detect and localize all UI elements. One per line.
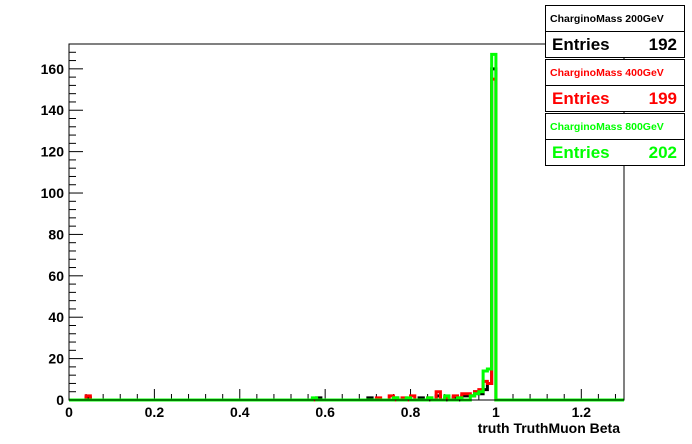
y-tick-label: 160: [41, 61, 65, 77]
x-tick-label: 0.8: [401, 404, 421, 420]
series-layer: [69, 52, 624, 402]
stats-box-800gev: CharginoMass 800GeV Entries 202: [545, 113, 685, 166]
entries-label: Entries: [552, 143, 610, 162]
x-tick-label: 1: [492, 404, 500, 420]
series-line-0: [69, 67, 624, 402]
x-tick-label: 1.2: [572, 404, 592, 420]
x-tick-label: 0.4: [230, 404, 250, 420]
y-tick-label: 60: [48, 268, 64, 284]
stats-title: CharginoMass 200GeV: [546, 6, 684, 32]
entries-label: Entries: [552, 35, 610, 54]
x-tick-label: 0.2: [145, 404, 165, 420]
y-tick-label: 40: [48, 309, 64, 325]
plot-frame: [68, 43, 625, 401]
y-tick-label: 120: [41, 144, 65, 160]
entries-value: 199: [648, 89, 677, 108]
x-axis-label: truth TruthMuon Beta: [477, 420, 620, 436]
y-tick-label: 80: [48, 226, 64, 242]
y-tick-label: 0: [56, 392, 64, 408]
series-line-1: [69, 77, 624, 402]
stats-title: CharginoMass 400GeV: [546, 60, 684, 86]
entries-label: Entries: [552, 89, 610, 108]
series-line-2: [69, 52, 624, 402]
entries-value: 192: [648, 35, 677, 54]
y-tick-label: 20: [48, 351, 64, 367]
x-tick-label: 0.6: [315, 404, 335, 420]
stats-box-200gev: CharginoMass 200GeV Entries 192: [545, 5, 685, 58]
stats-box-400gev: CharginoMass 400GeV Entries 199: [545, 59, 685, 112]
axes: 0 0.2 0.4 0.6 0.8 1 1.2 0 20 40 60 80 100 120 140 160: [41, 43, 616, 420]
y-tick-label: 100: [41, 185, 65, 201]
entries-value: 202: [648, 143, 677, 162]
x-tick-label: 0: [65, 404, 73, 420]
stats-title: CharginoMass 800GeV: [546, 114, 684, 140]
y-tick-label: 140: [41, 102, 65, 118]
